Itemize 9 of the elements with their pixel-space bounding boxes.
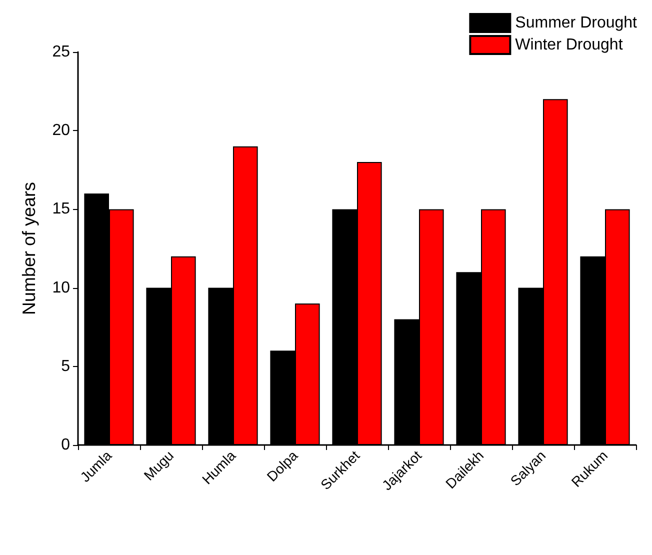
y-tick-label: 0: [61, 436, 70, 454]
y-tick-label: 5: [61, 358, 70, 375]
y-tick-label: 20: [52, 122, 70, 140]
legend-label: Winter Drought: [515, 36, 624, 54]
y-axis-title: Number of years: [19, 182, 39, 316]
y-tick-label: 10: [52, 279, 70, 296]
legend-label: Summer Drought: [515, 14, 638, 32]
y-tick-label: 25: [52, 44, 70, 60]
y-tick-label: 15: [52, 200, 70, 218]
